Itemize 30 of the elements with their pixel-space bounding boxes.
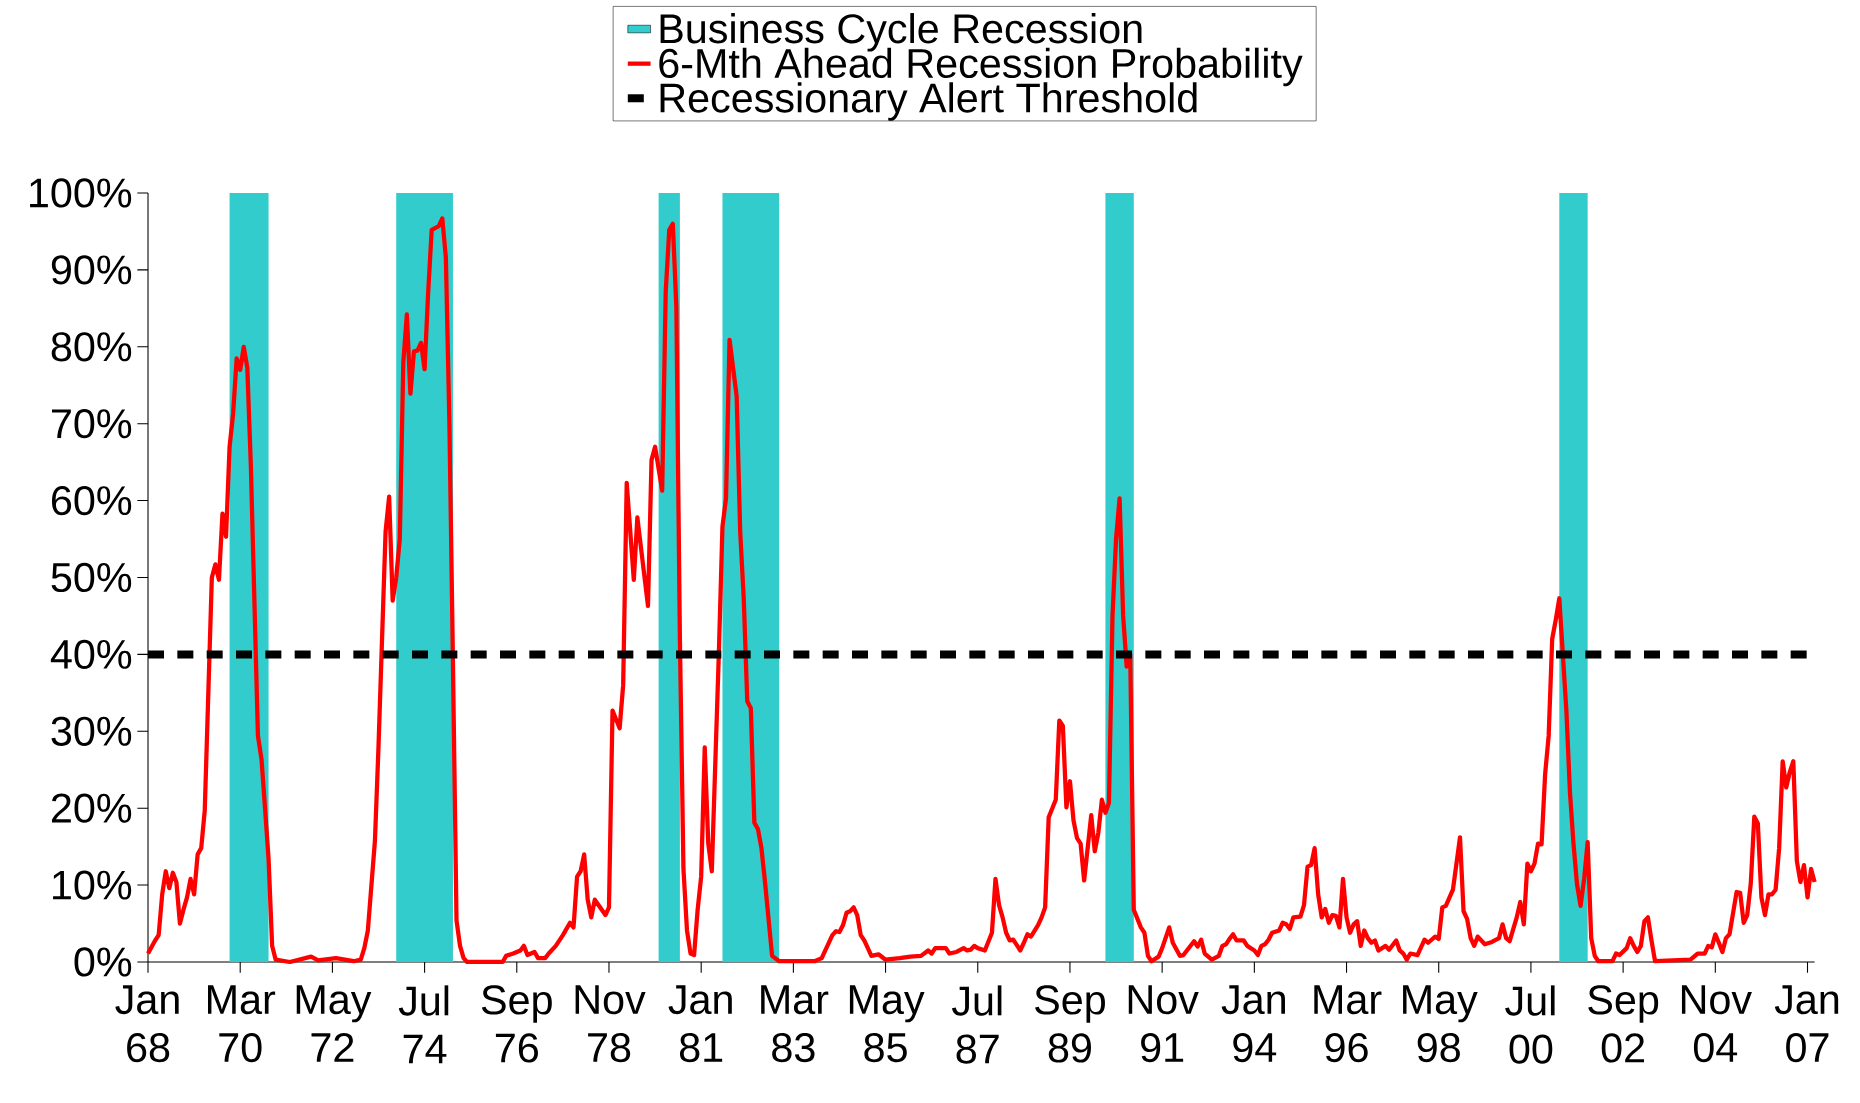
y-tick-label: 60% bbox=[52, 485, 132, 516]
y-tick-label: 20% bbox=[51, 793, 132, 823]
y-tick-label: 100% bbox=[30, 178, 132, 208]
x-tick-label: May 85 bbox=[849, 985, 925, 1063]
x-tick-label: Sep 89 bbox=[1035, 985, 1105, 1063]
x-tick-label: Sep 02 bbox=[1588, 985, 1659, 1063]
y-tick-label: 90% bbox=[51, 255, 132, 285]
x-tick-label: Jan 94 bbox=[1221, 985, 1285, 1063]
y-tick-label: 40% bbox=[50, 639, 132, 670]
y-tick-label: 30% bbox=[51, 716, 132, 746]
x-tick-label: Nov 78 bbox=[575, 985, 646, 1063]
x-tick-label: May 98 bbox=[1403, 985, 1478, 1063]
x-tick-label: May 72 bbox=[296, 985, 372, 1062]
x-tick-label: Sep 76 bbox=[481, 985, 552, 1063]
x-tick-label: Jan 68 bbox=[115, 985, 179, 1063]
x-tick-label: Jan 07 bbox=[1774, 985, 1839, 1063]
x-tick-label: Jan 81 bbox=[668, 985, 732, 1063]
x-tick-label: Jul 74 bbox=[398, 985, 449, 1064]
y-tick-label: 10% bbox=[53, 870, 132, 900]
y-tick-label: 50% bbox=[51, 562, 132, 593]
y-tick-label: 70% bbox=[52, 409, 132, 439]
x-tick-label: Mar 70 bbox=[208, 985, 276, 1063]
y-tick-label: 0% bbox=[74, 947, 132, 977]
x-tick-label: Mar 83 bbox=[761, 985, 829, 1063]
x-tick-label: Nov 04 bbox=[1681, 985, 1752, 1063]
y-tick-label: 80% bbox=[51, 332, 132, 362]
x-tick-label: Nov 91 bbox=[1128, 985, 1199, 1063]
x-tick-label: Jul 00 bbox=[1505, 985, 1555, 1064]
x-tick-label: Jul 87 bbox=[951, 985, 1002, 1064]
x-tick-label: Mar 96 bbox=[1314, 985, 1382, 1063]
